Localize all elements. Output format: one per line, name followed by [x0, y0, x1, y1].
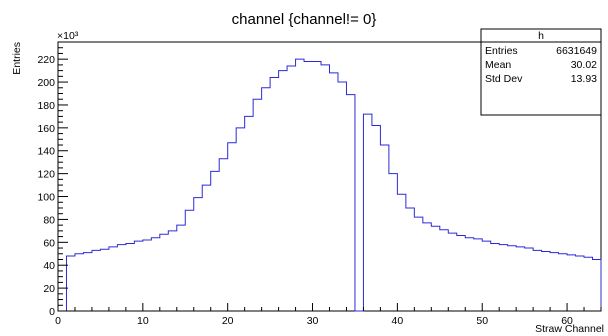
- histogram-bin: [593, 259, 601, 311]
- histogram-bin: [550, 253, 558, 311]
- histogram-bin: [406, 208, 414, 311]
- stats-entries-value: 6631649: [556, 45, 597, 57]
- histogram-bin: [516, 247, 524, 311]
- histogram-bin: [423, 223, 431, 311]
- stats-entries-label: Entries: [485, 45, 518, 57]
- y-tick-label: 20: [43, 283, 55, 295]
- y-tick-label: 0: [49, 306, 55, 318]
- histogram-bin: [448, 233, 456, 311]
- histogram-bin: [202, 185, 210, 311]
- histogram-bin: [321, 65, 329, 311]
- histogram-bin: [431, 226, 439, 311]
- histogram-bin: [160, 234, 168, 311]
- histogram-bin: [414, 217, 422, 311]
- histogram-bin: [279, 71, 287, 311]
- histogram-bin: [474, 239, 482, 311]
- y-tick-label: 100: [37, 192, 55, 204]
- histogram-bin: [100, 249, 108, 311]
- y-tick-label: 160: [37, 123, 55, 135]
- histogram-bin: [211, 171, 219, 311]
- y-tick-label: 120: [37, 169, 55, 181]
- histogram-bin: [584, 257, 592, 311]
- histogram-bin: [567, 255, 575, 311]
- histogram-bin: [372, 126, 380, 311]
- x-axis-label: Straw Channel: [535, 323, 604, 335]
- histogram-bin: [363, 114, 371, 311]
- stats-box-frame: [480, 28, 602, 116]
- histogram-bin: [228, 143, 236, 311]
- histogram-bin: [465, 238, 473, 311]
- histogram-bin: [457, 235, 465, 311]
- stats-box: h Entries 6631649 Mean 30.02 Std Dev 13.…: [480, 28, 602, 116]
- chart-title: channel {channel!= 0}: [232, 11, 377, 28]
- histogram-bin: [380, 145, 388, 311]
- histogram-bin: [185, 210, 193, 311]
- y-tick-label: 60: [43, 237, 55, 249]
- histogram-bin: [482, 241, 490, 311]
- histogram-outline: [58, 58, 602, 312]
- x-tick-label: 0: [55, 315, 61, 327]
- histogram-bin: [389, 174, 397, 311]
- y-tick-label: 220: [37, 54, 55, 66]
- y-tick-label: 80: [43, 214, 55, 226]
- histogram-bin: [194, 198, 202, 311]
- histogram-bin: [542, 251, 550, 311]
- y-tick-label: 180: [37, 100, 55, 112]
- histogram-bin: [499, 245, 507, 311]
- y-multiplier-label: ×10³: [57, 30, 79, 42]
- histogram-bin: [75, 254, 83, 311]
- histogram-bin: [83, 253, 91, 311]
- histogram-bin: [346, 95, 354, 311]
- histogram-bin: [219, 159, 227, 311]
- histogram-bin: [287, 66, 295, 311]
- x-tick-label: 10: [137, 315, 149, 327]
- histogram-bin: [151, 238, 159, 311]
- histogram-bin: [245, 116, 253, 311]
- x-axis-ticks: 0 10 20 30 40 50 60: [55, 303, 602, 327]
- stats-mean-value: 30.02: [571, 59, 597, 71]
- x-tick-label: 40: [392, 315, 404, 327]
- histogram-bin: [126, 243, 134, 311]
- histogram-bin: [508, 246, 516, 311]
- histogram-bin: [134, 241, 142, 311]
- stats-box-name: h: [538, 30, 544, 42]
- histogram-bin: [330, 73, 338, 311]
- histogram-bin: [525, 248, 533, 311]
- histogram-bin: [304, 61, 312, 311]
- y-axis-label: Entries: [11, 42, 23, 75]
- histogram-bin: [559, 254, 567, 311]
- histogram-bin: [576, 256, 584, 311]
- histogram-bin: [270, 77, 278, 311]
- histogram-bin: [338, 82, 346, 311]
- histogram-bin: [92, 250, 100, 311]
- histogram-bin: [397, 194, 405, 311]
- histogram-bin: [491, 243, 499, 311]
- y-tick-label: 140: [37, 146, 55, 158]
- histogram-bin: [143, 240, 151, 311]
- histogram-bin: [66, 256, 74, 311]
- stats-stddev-label: Std Dev: [485, 73, 523, 85]
- stats-mean-label: Mean: [485, 59, 511, 71]
- histogram-bin: [296, 59, 304, 311]
- x-tick-label: 50: [476, 315, 488, 327]
- histogram-bin: [313, 61, 321, 311]
- y-axis-ticks: 0 20 40 60 80 100 120 140 160 180 200 220: [37, 41, 68, 318]
- histogram-bin: [236, 128, 244, 311]
- x-tick-label: 30: [307, 315, 319, 327]
- x-tick-label: 20: [222, 315, 234, 327]
- histogram-bin: [168, 231, 176, 311]
- histogram-bin: [117, 245, 125, 311]
- histogram-bin: [440, 230, 448, 311]
- y-tick-label: 40: [43, 260, 55, 272]
- y-tick-label: 200: [37, 77, 55, 89]
- histogram-bin: [253, 99, 261, 311]
- x-tick-label: 60: [561, 315, 573, 327]
- histogram-bin: [262, 88, 270, 311]
- histogram-bin: [177, 225, 185, 311]
- histogram-bin: [533, 250, 541, 311]
- stats-stddev-value: 13.93: [571, 73, 597, 85]
- histogram-bin: [109, 247, 117, 311]
